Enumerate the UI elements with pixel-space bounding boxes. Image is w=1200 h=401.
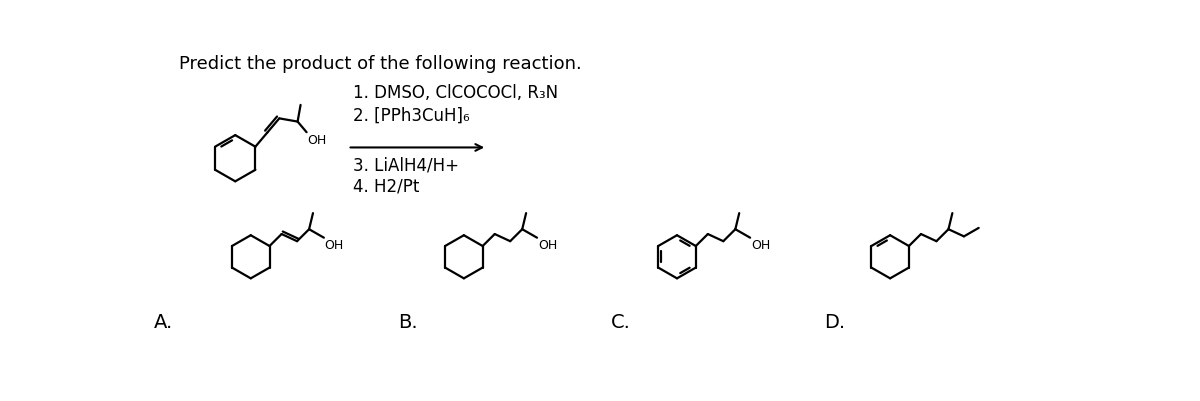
Text: 3. LiAlH4/H+: 3. LiAlH4/H+: [353, 157, 460, 175]
Text: OH: OH: [325, 239, 344, 252]
Text: OH: OH: [307, 134, 326, 147]
Text: B.: B.: [398, 313, 418, 332]
Text: Predict the product of the following reaction.: Predict the product of the following rea…: [180, 55, 582, 73]
Text: D.: D.: [824, 313, 845, 332]
Text: OH: OH: [751, 239, 770, 252]
Text: 4. H2/Pt: 4. H2/Pt: [353, 178, 420, 195]
Text: 2. [PPh3CuH]₆: 2. [PPh3CuH]₆: [353, 107, 469, 125]
Text: 1. DMSO, ClCOCOCl, R₃N: 1. DMSO, ClCOCOCl, R₃N: [353, 83, 558, 101]
Text: C.: C.: [611, 313, 631, 332]
Text: OH: OH: [538, 239, 557, 252]
Text: A.: A.: [154, 313, 173, 332]
